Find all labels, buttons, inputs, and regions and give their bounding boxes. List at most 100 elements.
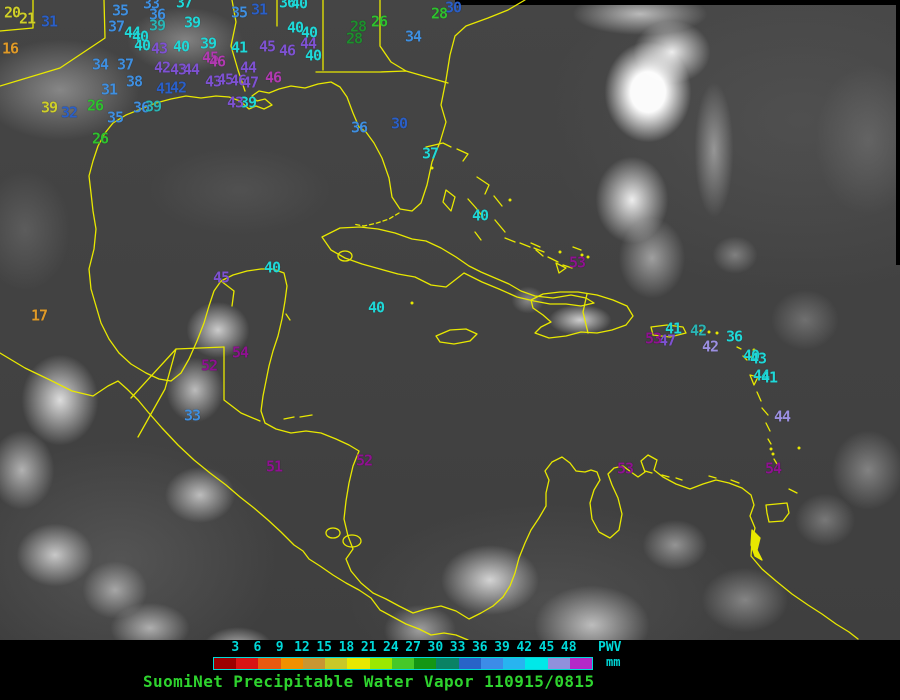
scale-segment — [214, 658, 237, 669]
station-value: 39 — [144, 97, 162, 116]
station-value: 52 — [200, 356, 218, 375]
station-value: 33 — [183, 406, 201, 425]
station-value: 39 — [183, 13, 201, 32]
station-value: 41 — [230, 38, 248, 57]
scale-tick: 30 — [427, 640, 444, 655]
station-value: 44 — [299, 34, 317, 53]
station-value: 37 — [107, 17, 125, 36]
scale-segment — [302, 658, 326, 669]
station-value: 39 — [148, 16, 166, 35]
station-value: 43 — [226, 93, 244, 112]
scale-tick: 12 — [294, 640, 310, 655]
station-value: 16 — [1, 39, 19, 58]
station-value: 32 — [60, 103, 78, 122]
station-value: 35 — [106, 108, 124, 127]
station-value: 42 — [169, 78, 187, 97]
station-value: 52 — [355, 451, 373, 470]
scale-tick: 18 — [338, 640, 355, 655]
scale-tick: 45 — [538, 640, 555, 655]
scale-tick: 24 — [383, 640, 399, 655]
station-value: 45 — [201, 48, 219, 67]
scale-tick: 3 — [231, 640, 240, 655]
station-value: 43 — [150, 39, 168, 58]
station-value: 47 — [658, 331, 676, 350]
station-value: 42 — [153, 58, 171, 77]
station-value: 36 — [278, 0, 296, 12]
scale-tick: 27 — [405, 640, 421, 655]
scale-segment — [547, 658, 570, 669]
station-value: 45 — [216, 70, 234, 89]
scale-segment — [369, 658, 392, 669]
station-value: 37 — [116, 55, 134, 74]
coastline-overlay — [0, 0, 859, 640]
image-edge-black-top — [455, 0, 900, 5]
station-value: 41 — [760, 368, 778, 387]
scale-segment — [436, 658, 459, 669]
station-value: 45 — [212, 268, 230, 287]
station-value: 31 — [100, 80, 118, 99]
station-value: 53 — [568, 253, 586, 272]
station-value: 40 — [300, 23, 318, 42]
station-value: 35 — [230, 3, 248, 22]
station-value: 43 — [169, 60, 187, 79]
scale-segment — [280, 658, 303, 669]
station-value: 30 — [390, 114, 408, 133]
scale-segment — [236, 658, 259, 669]
scale-segment — [458, 658, 481, 669]
pwv-unit-label: mm — [606, 655, 621, 669]
station-value: 17 — [30, 306, 48, 325]
station-value: 26 — [91, 129, 109, 148]
station-value: 40 — [471, 206, 489, 225]
pwv-color-scale — [213, 657, 593, 670]
station-value: 34 — [404, 27, 422, 46]
station-value: 28 — [430, 4, 448, 23]
station-value: 31 — [250, 0, 268, 19]
scale-tick: 39 — [494, 640, 510, 655]
station-value: 44 — [752, 366, 770, 385]
scale-tick: 36 — [471, 640, 488, 655]
image-edge-black-right — [896, 0, 900, 265]
scale-segment — [325, 658, 348, 669]
scale-tick: 21 — [360, 640, 377, 655]
station-value: 28 — [345, 29, 363, 48]
station-value: 36 — [350, 118, 368, 137]
station-value: 40 — [290, 0, 308, 13]
station-value: 39 — [239, 93, 257, 112]
station-value: 45 — [258, 37, 276, 56]
satellite-image — [0, 0, 900, 640]
station-value: 35 — [111, 1, 129, 20]
station-value: 37 — [421, 144, 439, 163]
station-value: 40 — [367, 298, 385, 317]
station-value: 36 — [725, 327, 743, 346]
station-value: 46 — [208, 52, 226, 71]
station-value: 37 — [175, 0, 193, 12]
scale-tick: 9 — [275, 640, 284, 655]
scale-tick: 15 — [316, 640, 332, 655]
station-value: 40 — [263, 258, 281, 277]
scale-segment — [480, 658, 504, 669]
station-value: 40 — [133, 36, 151, 55]
station-value: 44 — [239, 58, 257, 77]
scale-segment — [569, 658, 592, 669]
station-value: 40 — [172, 37, 190, 56]
station-value: 46 — [278, 41, 296, 60]
station-value: 44 — [123, 23, 141, 42]
scale-segment — [258, 658, 281, 669]
station-value: 38 — [125, 72, 143, 91]
station-value: 42 — [689, 321, 707, 340]
station-value: 40 — [742, 346, 760, 365]
station-value: 47 — [241, 73, 259, 92]
scale-segment — [391, 658, 415, 669]
scale-segment — [347, 658, 370, 669]
station-value: 43 — [204, 72, 222, 91]
station-value: 20 — [3, 3, 21, 22]
station-value: 26 — [86, 96, 104, 115]
station-values-layer: 20 21 39 16 17 31 31 32 30 30 41 42 35 37 33 36 34 37 38 31… — [1, 0, 791, 476]
station-value: 39 — [40, 98, 58, 117]
station-value: 40 — [286, 18, 304, 37]
pwv-label: PWV — [598, 640, 622, 655]
scale-tick-labels: 3 6 9 12 15 18 21 24 27 30 33 36 39 42 45 48 — [213, 641, 591, 655]
scale-tick: 48 — [560, 640, 577, 655]
station-value: 46 — [229, 71, 247, 90]
